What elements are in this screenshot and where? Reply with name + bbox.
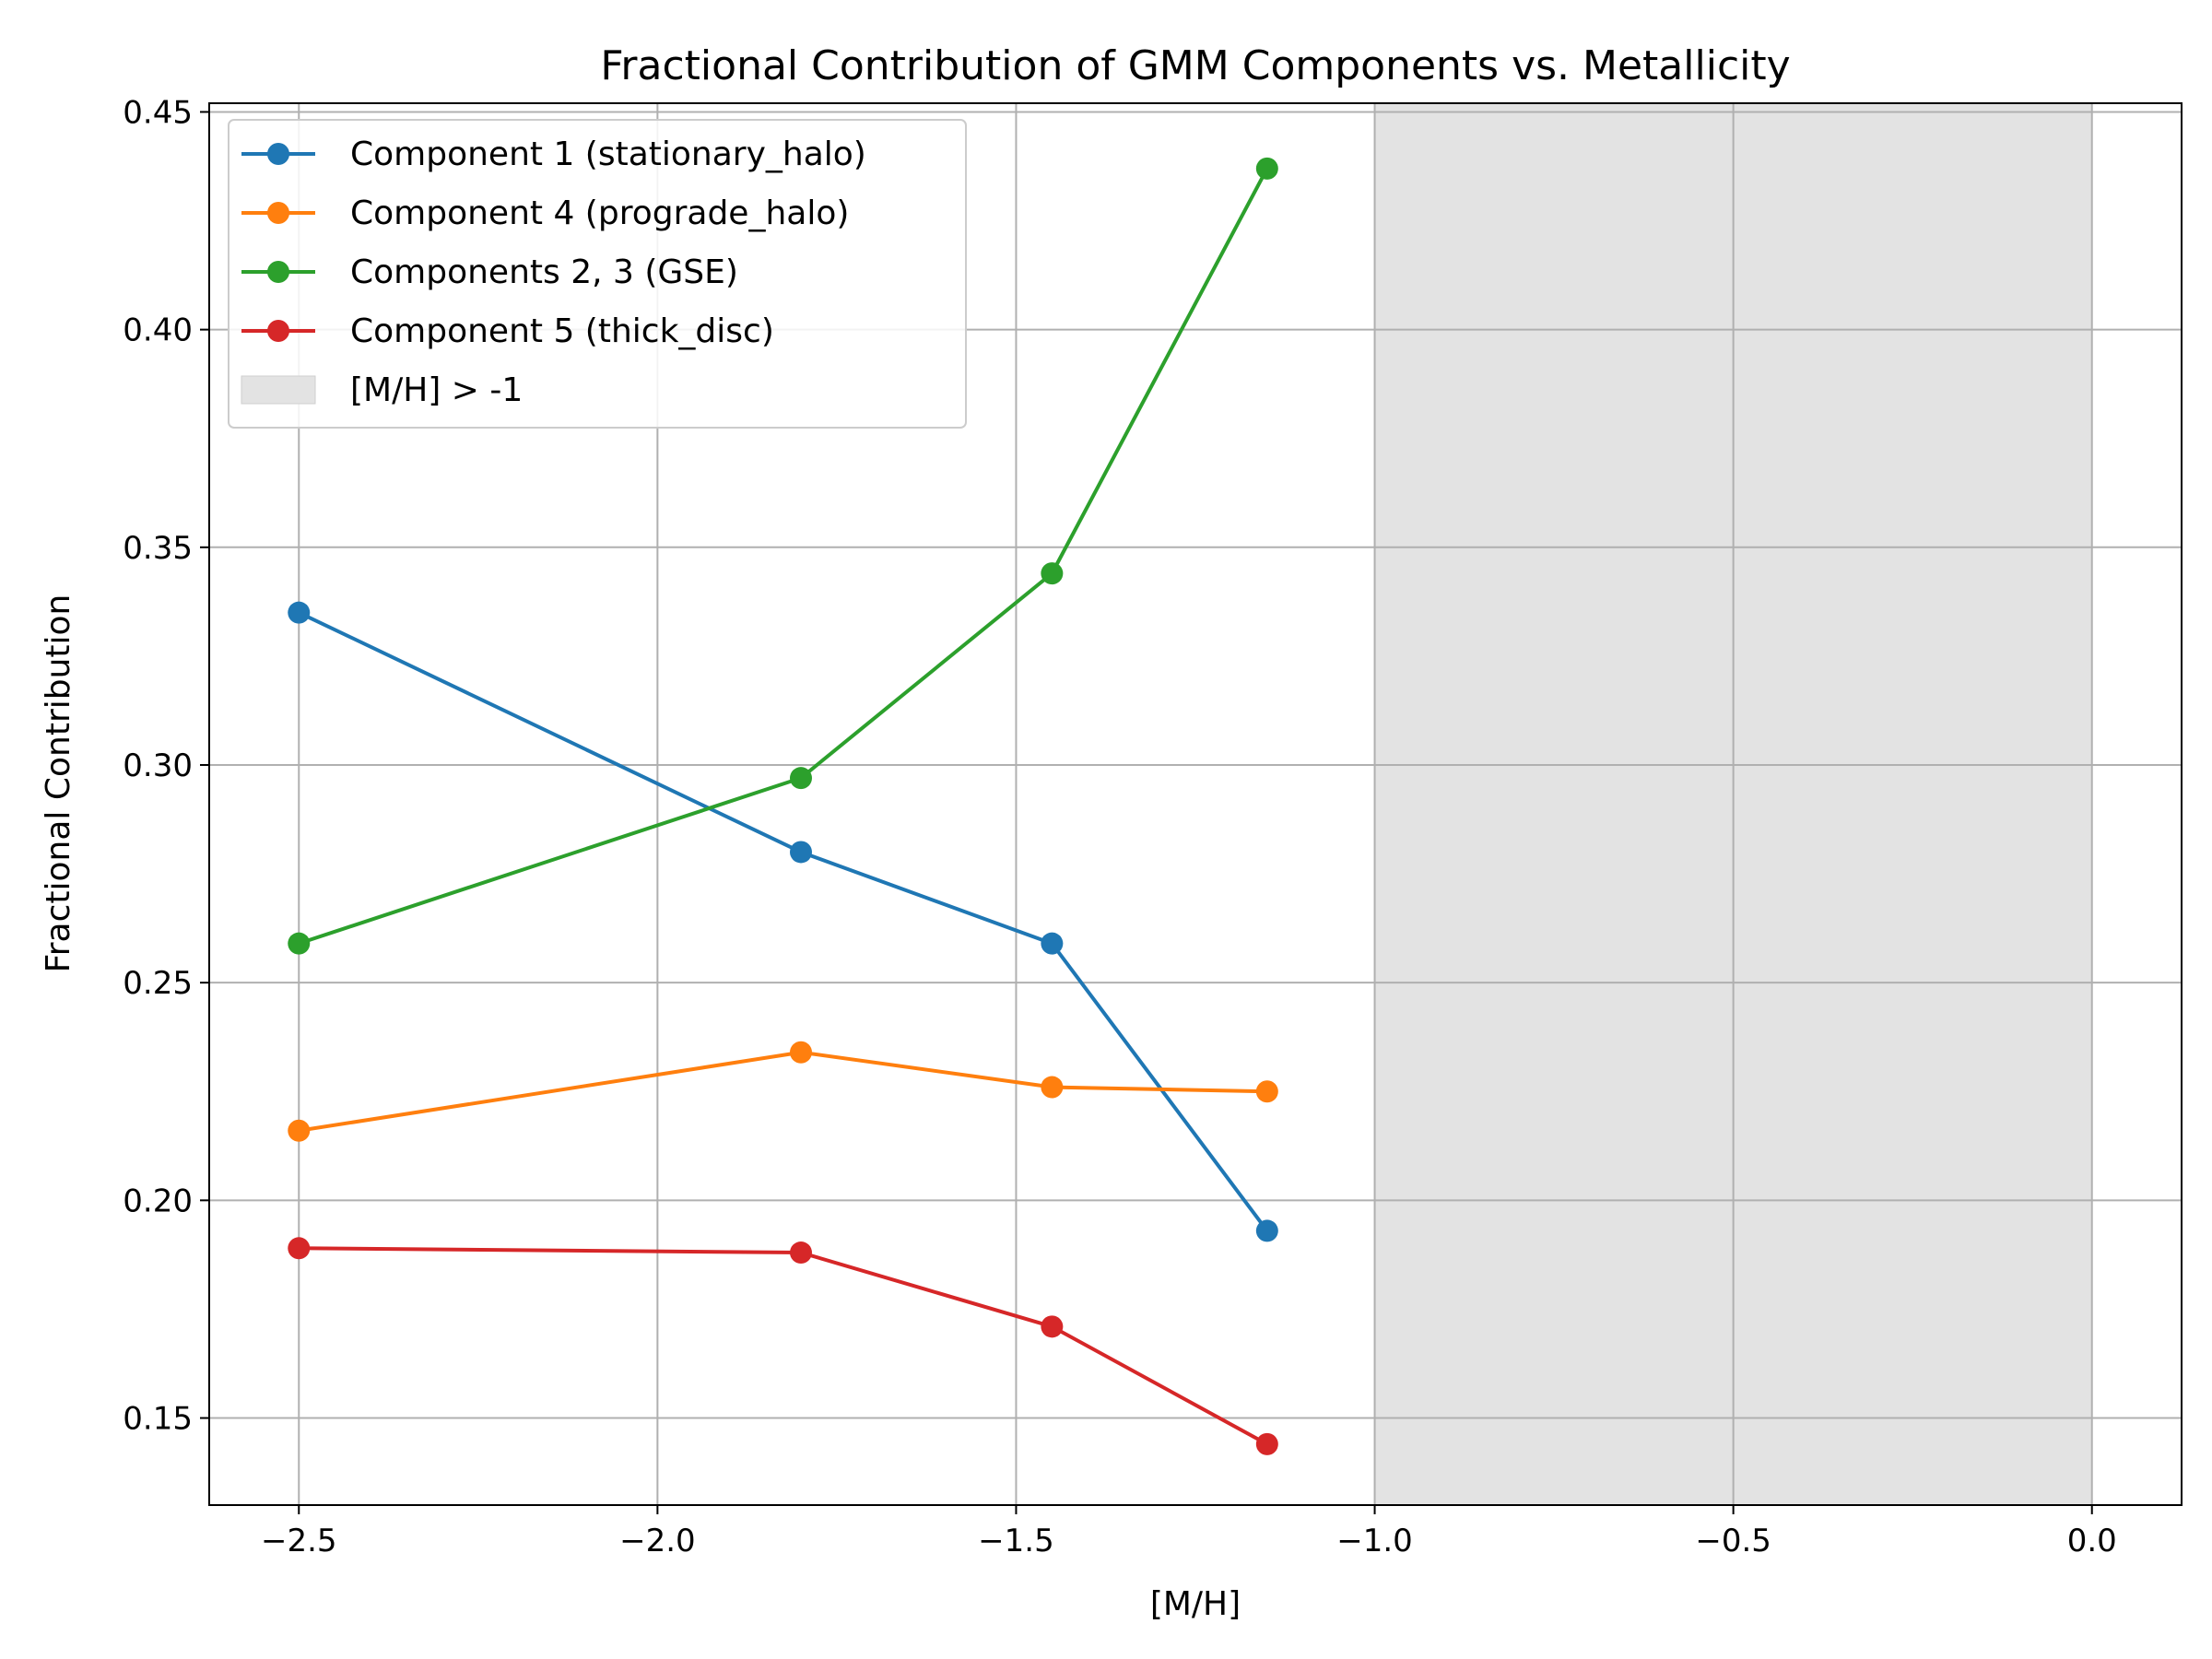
legend-item-4: Component 5 (thick_disc) (241, 312, 774, 350)
x-axis-label: [M/H] (1150, 1585, 1241, 1623)
y-tick-label: 0.30 (123, 747, 193, 784)
data-point (1255, 1080, 1278, 1103)
data-point (1255, 157, 1278, 180)
legend-label: Component 1 (stationary_halo) (350, 135, 866, 173)
legend-label: Component 4 (prograde_halo) (350, 194, 849, 232)
data-point (288, 932, 311, 955)
chart-title: Fractional Contribution of GMM Component… (600, 42, 1790, 89)
legend-item-2: Component 4 (prograde_halo) (241, 194, 849, 232)
y-tick-label: 0.45 (123, 94, 193, 131)
plot-area: −2.5 −2.0 −1.5 −1.0 −0.5 0.0 0.15 0.20 0.25 0.30 0… (123, 94, 2183, 1559)
data-point (790, 841, 812, 864)
data-point (790, 767, 812, 790)
data-point (790, 1241, 812, 1265)
x-tick-label: 0.0 (2067, 1523, 2117, 1559)
legend-marker (267, 320, 289, 342)
data-point (790, 1041, 812, 1064)
legend-swatch (241, 375, 316, 405)
series-line (298, 610, 1269, 1232)
legend-item-3: Components 2, 3 (GSE) (241, 253, 738, 291)
series-line (299, 1246, 1268, 1446)
legend-box (228, 119, 967, 429)
data-point (1041, 1076, 1064, 1099)
legend-item-shaded: [M/H] > -1 (241, 371, 523, 409)
series-4 (288, 1237, 1278, 1455)
series-3 (288, 157, 1278, 955)
y-tick-label: 0.40 (123, 312, 193, 349)
data-point (288, 1119, 311, 1142)
x-tick-label: −2.0 (619, 1523, 696, 1559)
legend-marker (267, 261, 289, 283)
data-point (1041, 932, 1064, 955)
series-2 (288, 1041, 1278, 1142)
data-point (288, 601, 311, 624)
data-point (1255, 1432, 1278, 1455)
legend-marker (267, 202, 289, 224)
series-line (298, 167, 1269, 946)
legend-item-1: Component 1 (stationary_halo) (241, 135, 866, 173)
data-point (1255, 1219, 1278, 1242)
x-tick-label: −1.5 (978, 1523, 1054, 1559)
y-axis-label: Fractional Contribution (40, 594, 77, 973)
x-tick-label: −0.5 (1695, 1523, 1771, 1559)
x-tick-label: −1.0 (1336, 1523, 1413, 1559)
y-tick-label: 0.35 (123, 530, 193, 567)
y-tick-label: 0.20 (123, 1182, 193, 1219)
legend-label: Component 5 (thick_disc) (350, 312, 774, 350)
y-tick-label: 0.15 (123, 1401, 193, 1438)
axes-frame (208, 102, 2183, 1506)
data-point (288, 1237, 311, 1260)
data-point (1041, 1315, 1064, 1338)
legend-label: [M/H] > -1 (350, 371, 523, 409)
x-tick-label: −2.5 (261, 1523, 337, 1559)
y-tick-label: 0.25 (123, 965, 193, 1002)
legend: Component 1 (stationary_halo) Component 4… (228, 119, 967, 429)
legend-marker (267, 143, 289, 165)
series-line (298, 1050, 1267, 1133)
data-point (1041, 562, 1064, 585)
legend-label: Components 2, 3 (GSE) (350, 253, 738, 291)
series-1 (288, 601, 1278, 1242)
